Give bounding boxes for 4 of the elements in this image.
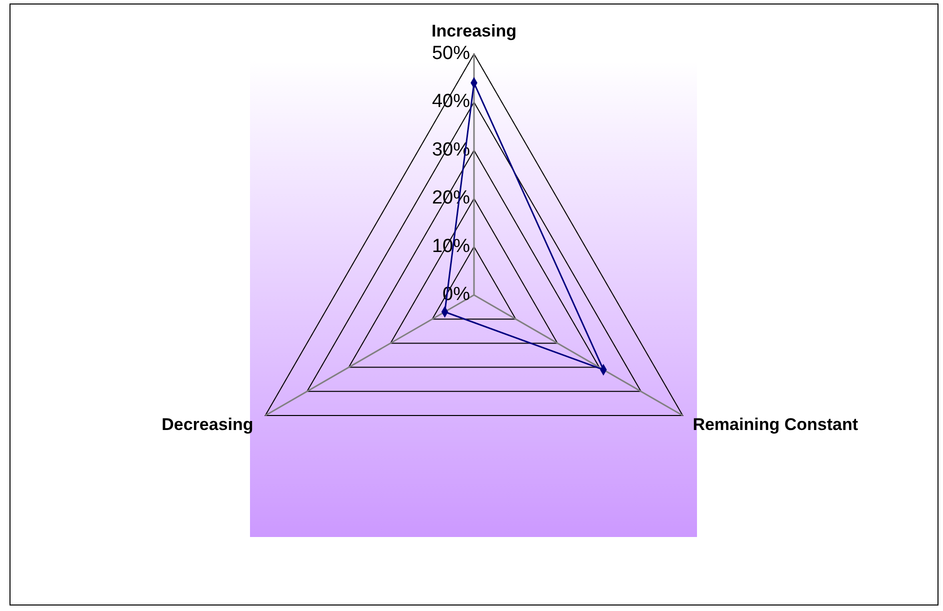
spoke-label: Increasing (431, 21, 517, 40)
y-tick-label: 50% (432, 43, 470, 64)
spoke-label: Decreasing (162, 414, 254, 434)
spoke-label: Remaining Constant (692, 414, 858, 434)
